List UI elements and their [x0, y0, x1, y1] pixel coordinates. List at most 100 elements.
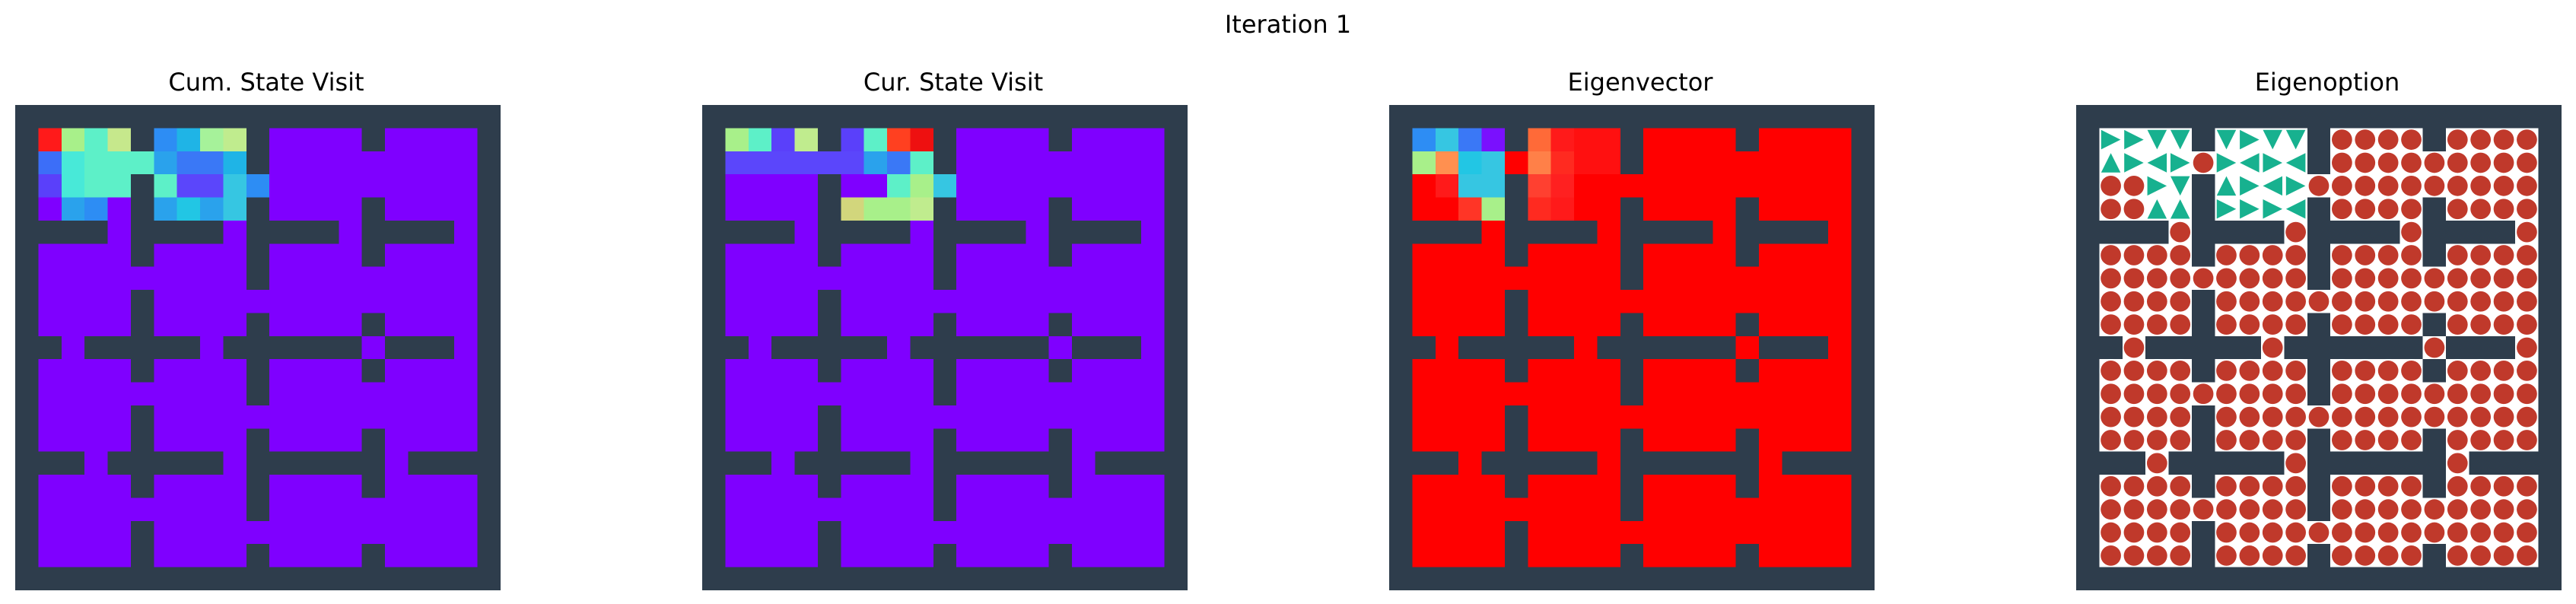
- wall-cell: [361, 105, 386, 129]
- visit-cell: [38, 313, 62, 337]
- terminate-circle-icon: [2216, 522, 2237, 543]
- eigen-cell: [1481, 498, 1506, 522]
- visit-cell: [84, 544, 109, 568]
- eigen-cell: [1504, 266, 1528, 291]
- policy-arrow-icon: [2285, 153, 2306, 173]
- visit-cell: [38, 520, 62, 545]
- eigen-cell: [1481, 290, 1506, 314]
- wall-cell: [887, 567, 911, 590]
- wall-cell: [2422, 428, 2447, 453]
- wall-cell: [1851, 451, 1875, 475]
- eigen-cell: [1528, 475, 1552, 499]
- wall-cell: [2538, 567, 2562, 590]
- eigen-cell: [1643, 197, 1668, 221]
- wall-cell: [2307, 313, 2331, 337]
- visit-cell: [771, 266, 796, 291]
- wall-cell: [702, 428, 726, 453]
- eigen-cell: [1782, 428, 1806, 453]
- visit-cell: [431, 475, 455, 499]
- visit-cell: [841, 197, 865, 221]
- visit-cell: [431, 128, 455, 152]
- eigen-cell: [1528, 428, 1552, 453]
- visit-cell: [315, 475, 339, 499]
- wall-cell: [269, 220, 294, 244]
- visit-cell: [956, 243, 981, 268]
- visit-cell: [154, 243, 178, 268]
- eigen-cell: [1828, 220, 1852, 244]
- wall-cell: [130, 243, 154, 268]
- wall-cell: [2515, 451, 2539, 475]
- wall-cell: [2538, 520, 2562, 545]
- wall-cell: [61, 451, 85, 475]
- wall-cell: [2307, 128, 2331, 152]
- policy-arrow-icon: [2285, 176, 2306, 196]
- visit-cell: [887, 335, 911, 360]
- wall-cell: [1735, 220, 1760, 244]
- visit-cell: [130, 266, 154, 291]
- eigen-cell: [1713, 290, 1737, 314]
- visit-cell: [979, 428, 1003, 453]
- visit-cell: [177, 290, 201, 314]
- wall-cell: [1759, 567, 1783, 590]
- terminate-circle-icon: [2262, 499, 2283, 520]
- eigen-cell: [1782, 174, 1806, 199]
- visit-cell: [771, 243, 796, 268]
- wall-cell: [1620, 105, 1644, 129]
- terminate-circle-icon: [2123, 268, 2145, 289]
- eigen-cell: [1435, 290, 1459, 314]
- visit-cell: [887, 243, 911, 268]
- wall-cell: [2538, 313, 2562, 337]
- wall-cell: [1072, 335, 1096, 360]
- eigen-cell: [1805, 382, 1829, 406]
- visit-cell: [200, 359, 224, 383]
- visit-cell: [1026, 359, 1050, 383]
- eigen-cell: [1412, 197, 1436, 221]
- terminate-circle-icon: [2101, 199, 2121, 220]
- wall-cell: [702, 520, 726, 545]
- policy-arrow-icon: [2170, 176, 2190, 196]
- visit-cell: [107, 128, 132, 152]
- visit-cell: [933, 520, 957, 545]
- eigen-cell: [1735, 174, 1760, 199]
- visit-cell: [725, 266, 749, 291]
- visit-cell: [863, 313, 888, 337]
- terminate-circle-icon: [2401, 406, 2422, 428]
- wall-cell: [1735, 475, 1760, 499]
- eigen-cell: [1782, 359, 1806, 383]
- wall-cell: [979, 451, 1003, 475]
- wall-cell: [933, 498, 957, 522]
- wall-cell: [361, 544, 386, 568]
- terminate-circle-icon: [2332, 314, 2352, 335]
- visit-cell: [887, 359, 911, 383]
- eigen-cell: [1597, 220, 1621, 244]
- terminate-circle-icon: [2355, 175, 2376, 196]
- visit-cell: [385, 520, 409, 545]
- wall-cell: [246, 359, 270, 383]
- wall-cell: [15, 151, 39, 175]
- terminate-circle-icon: [2285, 475, 2306, 497]
- eigen-cell: [1643, 405, 1668, 429]
- wall-cell: [1782, 335, 1806, 360]
- terminate-circle-icon: [2123, 175, 2145, 196]
- wall-cell: [725, 451, 749, 475]
- visit-cell: [339, 359, 363, 383]
- wall-cell: [130, 520, 154, 545]
- policy-arrow-icon: [2263, 176, 2282, 196]
- visit-cell: [408, 498, 432, 522]
- eigen-cell: [1689, 313, 1713, 337]
- visit-cell: [315, 405, 339, 429]
- visit-cell: [315, 174, 339, 199]
- wall-cell: [38, 335, 62, 360]
- terminate-circle-icon: [2101, 475, 2121, 497]
- visit-cell: [887, 174, 911, 199]
- visit-cell: [979, 544, 1003, 568]
- wall-cell: [361, 313, 386, 337]
- wall-cell: [2191, 243, 2215, 268]
- wall-cell: [477, 197, 501, 221]
- visit-cell: [431, 428, 455, 453]
- wall-cell: [2215, 567, 2239, 590]
- eigen-cell: [1828, 544, 1852, 568]
- wall-cell: [61, 567, 85, 590]
- wall-cell: [1141, 105, 1166, 129]
- visit-cell: [454, 313, 479, 337]
